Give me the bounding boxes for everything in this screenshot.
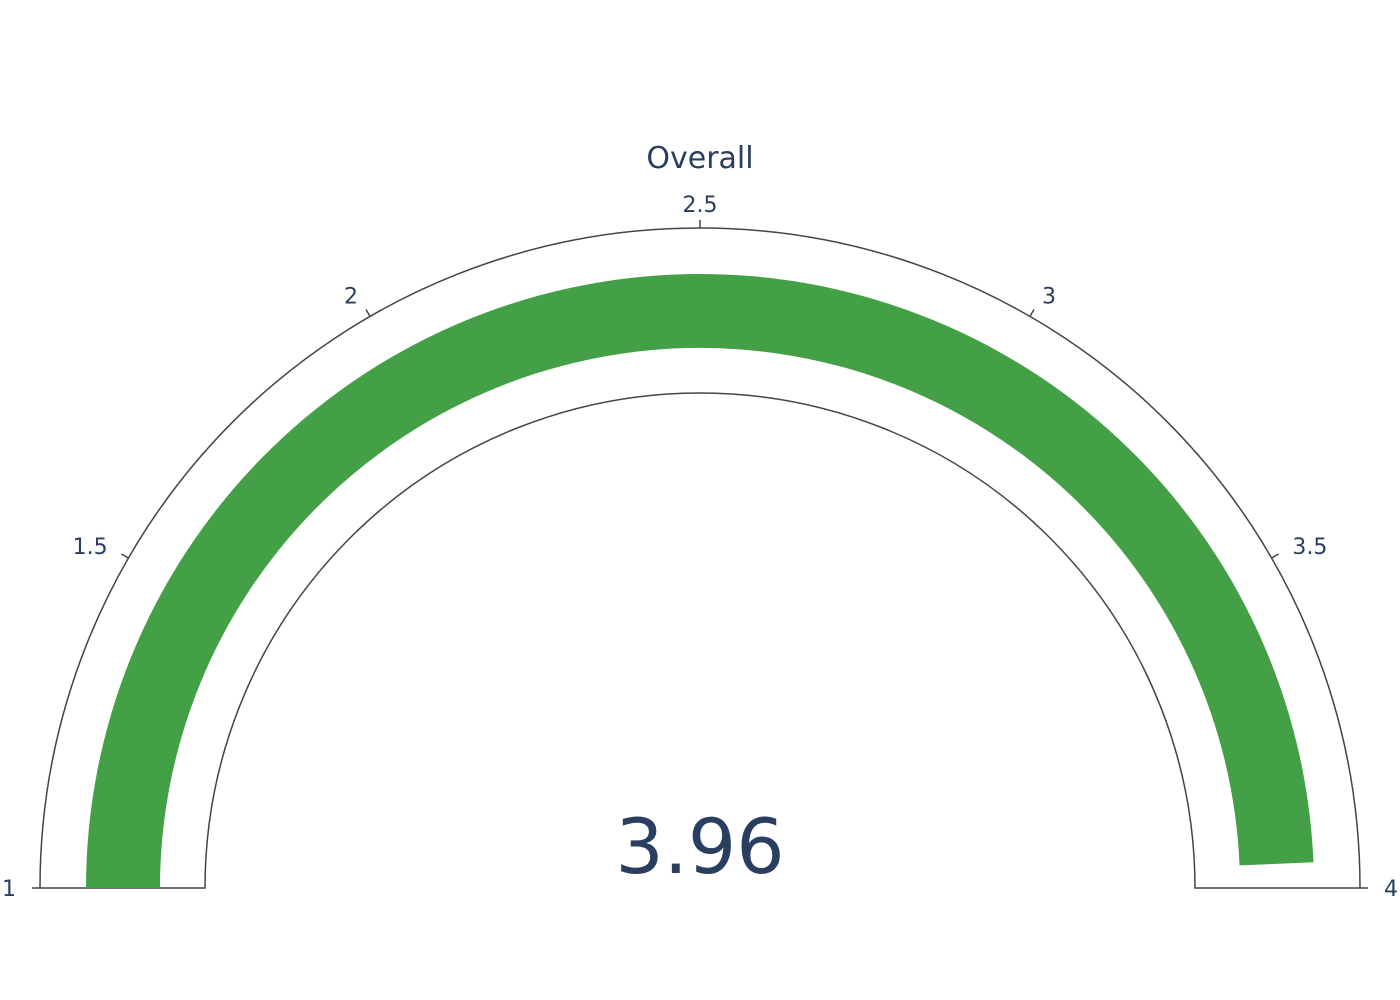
gauge-value-number: 3.96 xyxy=(615,802,784,891)
gauge-tick-label: 2.5 xyxy=(683,193,718,218)
gauge-tick-mark xyxy=(121,553,129,559)
gauge-tick-mark xyxy=(1271,553,1279,559)
gauge-tick-mark xyxy=(365,309,371,317)
gauge-value-bar xyxy=(86,274,1314,888)
gauge-tick-label: 3.5 xyxy=(1292,535,1327,560)
gauge-tick-label: 2 xyxy=(344,285,358,310)
gauge-title: Overall xyxy=(646,141,753,176)
gauge-ticks: 1 1.5 2 2.5 3 3.5 4 xyxy=(2,193,1398,902)
gauge-tick-label: 1 xyxy=(2,877,16,902)
gauge-tick-mark xyxy=(1029,309,1035,317)
gauge-tick-label: 4 xyxy=(1384,877,1398,902)
gauge-tick-label: 3 xyxy=(1042,285,1056,310)
gauge-tick-label: 1.5 xyxy=(73,535,108,560)
